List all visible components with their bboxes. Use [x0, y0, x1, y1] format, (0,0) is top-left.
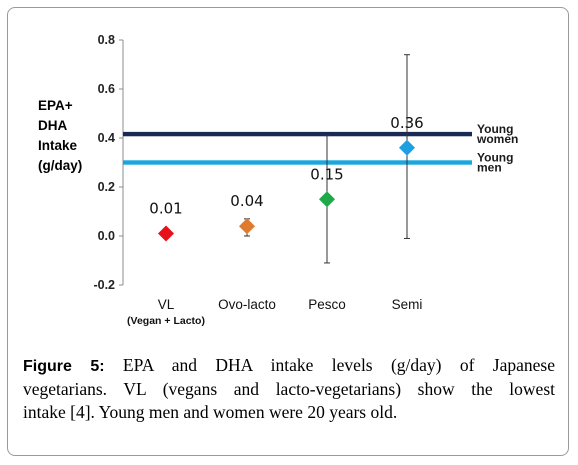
figure-frame: [7, 7, 569, 456]
reference-line-label: Young women: [476, 122, 518, 146]
y-axis-label-line: DHA: [38, 118, 68, 133]
data-label: 0.15: [310, 165, 343, 183]
x-category-label: Semi: [392, 297, 423, 312]
reference-line-label-line: men: [477, 161, 502, 175]
caption-line: EPA and DHA intake levels (g/day) of Jap…: [122, 355, 555, 375]
figure-caption: Figure 5: EPA and DHA intake levels (g/d…: [23, 354, 555, 424]
caption-line: intake [4]. Young men and women were 20 …: [23, 402, 398, 422]
data-point: [239, 218, 255, 235]
data-point: [319, 191, 335, 208]
y-tick-label: 0.8: [98, 33, 115, 47]
y-tick-label: 0.6: [98, 82, 115, 96]
caption-line: vegetarians. VL (vegans and lacto-vegeta…: [23, 379, 555, 399]
reference-line-label-line: Young: [477, 151, 513, 165]
data-point: [399, 139, 415, 156]
reference-line: [123, 131, 472, 137]
reference-line-label: Young men: [477, 151, 513, 175]
data-label: 0.36: [390, 114, 423, 132]
figure-label: Figure 5:: [23, 358, 105, 375]
x-category-label: Ovo-lacto: [218, 297, 276, 312]
y-tick-label: 0.4: [98, 131, 115, 145]
y-axis-label-line: (g/day): [38, 158, 83, 173]
data-label: 0.04: [230, 192, 263, 210]
x-category-label: Pesco: [308, 297, 346, 312]
y-tick-label: -0.2: [93, 278, 115, 292]
reference-line-label-line: Young: [477, 122, 513, 136]
y-axis-label: EPA+ DHA Intake (g/day): [38, 96, 108, 176]
y-axis-label-line: EPA+: [38, 98, 73, 113]
x-category-sublabel: (Vegan + Lacto): [127, 315, 205, 327]
y-tick-label: 0.0: [98, 229, 115, 243]
y-tick-label: 0.2: [98, 180, 115, 194]
reference-line-label-line: women: [476, 132, 518, 146]
y-axis-label-line: Intake: [38, 138, 78, 153]
data-point: [158, 225, 174, 242]
x-category-label: VL: [158, 297, 175, 312]
reference-line: [123, 160, 472, 165]
data-label: 0.01: [149, 200, 182, 218]
